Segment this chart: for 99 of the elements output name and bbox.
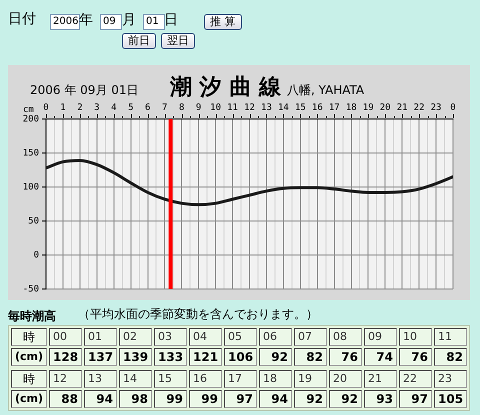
chart-title: 毎時潮高 [8, 309, 56, 323]
data-label: 93 [364, 390, 397, 408]
x-tick-label: 5 [128, 102, 134, 113]
data-label: 74 [364, 348, 397, 366]
y-axis-title: cm [23, 105, 34, 115]
x-tick-label: 2 [77, 102, 83, 113]
y-tick-label: 0 [34, 250, 39, 260]
x-axis-title: 時 [11, 370, 47, 388]
text: 日 [164, 12, 178, 28]
y-tick-label: 150 [22, 148, 39, 158]
x-tick-label: 15 [154, 370, 187, 388]
data-label: 92 [259, 348, 292, 366]
data-label: 128 [49, 348, 82, 366]
x-tick-label: 9 [196, 102, 202, 113]
x-tick-label: 6 [145, 102, 150, 113]
x-tick-label: 3 [94, 102, 100, 113]
x-tick-label: 1 [60, 102, 66, 113]
x-tick-label: 10 [399, 328, 432, 346]
chart-subtitle: （平均水面の季節変動を含んでおります。） [78, 307, 318, 321]
x-axis-title: 時 [11, 328, 47, 346]
data-label: 94 [259, 390, 292, 408]
data-label: 82 [294, 348, 327, 366]
data-label: 99 [189, 390, 222, 408]
y-tick-label: 100 [22, 182, 39, 192]
x-tick-label: 14 [278, 102, 289, 113]
x-tick-label: 17 [328, 102, 340, 113]
x-tick-label: 17 [224, 370, 257, 388]
x-tick-label: 08 [329, 328, 362, 346]
data-label: 92 [294, 390, 327, 408]
y-tick-label: (cm) [11, 348, 47, 366]
x-tick-label: 11 [227, 102, 238, 113]
x-tick-label: 16 [189, 370, 222, 388]
data-label: 105 [434, 390, 467, 408]
data-label: 97 [224, 390, 257, 408]
x-tick-label: 02 [119, 328, 152, 346]
x-tick-label: 05 [224, 328, 257, 346]
y-tick-label: 200 [22, 114, 39, 124]
x-tick-label: 06 [259, 328, 292, 346]
data-label: 92 [329, 390, 362, 408]
next-day-button[interactable]: 翌日 [161, 33, 195, 49]
data-label: 121 [189, 348, 222, 366]
x-tick-label: 19 [362, 102, 374, 113]
x-tick-label: 09 [364, 328, 397, 346]
x-tick-label: 20 [380, 102, 391, 113]
x-tick-label: 11 [434, 328, 467, 346]
text: 八幡, YAHATA [287, 83, 364, 97]
x-tick-label: 03 [154, 328, 187, 346]
x-tick-label: 19 [294, 370, 327, 388]
chart-subtitle: 2006 年 09月 01日 [30, 83, 139, 97]
data-label: 76 [329, 348, 362, 366]
previous-day-button[interactable]: 前日 [122, 33, 156, 49]
data-label: 106 [224, 348, 257, 366]
x-tick-label: 07 [294, 328, 327, 346]
x-tick-label: 14 [119, 370, 152, 388]
data-label: 133 [154, 348, 187, 366]
y-tick-label: (cm) [11, 390, 47, 408]
calculate-button[interactable]: 推 算 [204, 14, 242, 30]
month-field[interactable]: 09 [100, 14, 122, 30]
x-tick-label: 8 [178, 102, 184, 113]
x-tick-label: 16 [312, 102, 323, 113]
x-tick-label: 4 [111, 102, 117, 113]
x-tick-label: 00 [49, 328, 82, 346]
x-tick-label: 01 [84, 328, 117, 346]
x-tick-label: 12 [244, 102, 255, 113]
x-tick-label: 15 [294, 102, 306, 113]
data-label: 98 [119, 390, 152, 408]
x-tick-label: 21 [364, 370, 397, 388]
data-label: 94 [84, 390, 117, 408]
x-tick-label: 0 [450, 102, 456, 113]
data-label: 99 [154, 390, 187, 408]
data-label: 139 [119, 348, 152, 366]
text: 年 [79, 12, 93, 28]
year-field[interactable]: 2006 [50, 14, 80, 30]
x-tick-label: 13 [261, 102, 272, 113]
x-tick-label: 7 [162, 102, 168, 113]
x-tick-label: 10 [210, 102, 222, 113]
data-label: 97 [399, 390, 432, 408]
line-series [46, 158, 453, 206]
text: 日付 [8, 11, 36, 27]
x-tick-label: 18 [346, 102, 357, 113]
x-tick-label: 21 [396, 102, 408, 113]
text: 月 [122, 12, 136, 28]
data-label: 82 [434, 348, 467, 366]
data-label: 88 [49, 390, 82, 408]
y-tick-label: 50 [28, 216, 39, 226]
y-tick-label: -50 [22, 284, 39, 294]
x-tick-label: 13 [84, 370, 117, 388]
x-tick-label: 12 [49, 370, 82, 388]
x-tick-label: 20 [329, 370, 362, 388]
x-tick-label: 22 [414, 102, 425, 113]
x-tick-label: 18 [259, 370, 292, 388]
x-tick-label: 22 [399, 370, 432, 388]
day-field[interactable]: 01 [143, 14, 165, 30]
chart-title: 潮 汐 曲 線 [170, 75, 281, 101]
data-label: 76 [399, 348, 432, 366]
x-tick-label: 23 [430, 102, 442, 113]
x-tick-label: 23 [434, 370, 467, 388]
x-tick-label: 04 [189, 328, 222, 346]
data-label: 137 [84, 348, 117, 366]
